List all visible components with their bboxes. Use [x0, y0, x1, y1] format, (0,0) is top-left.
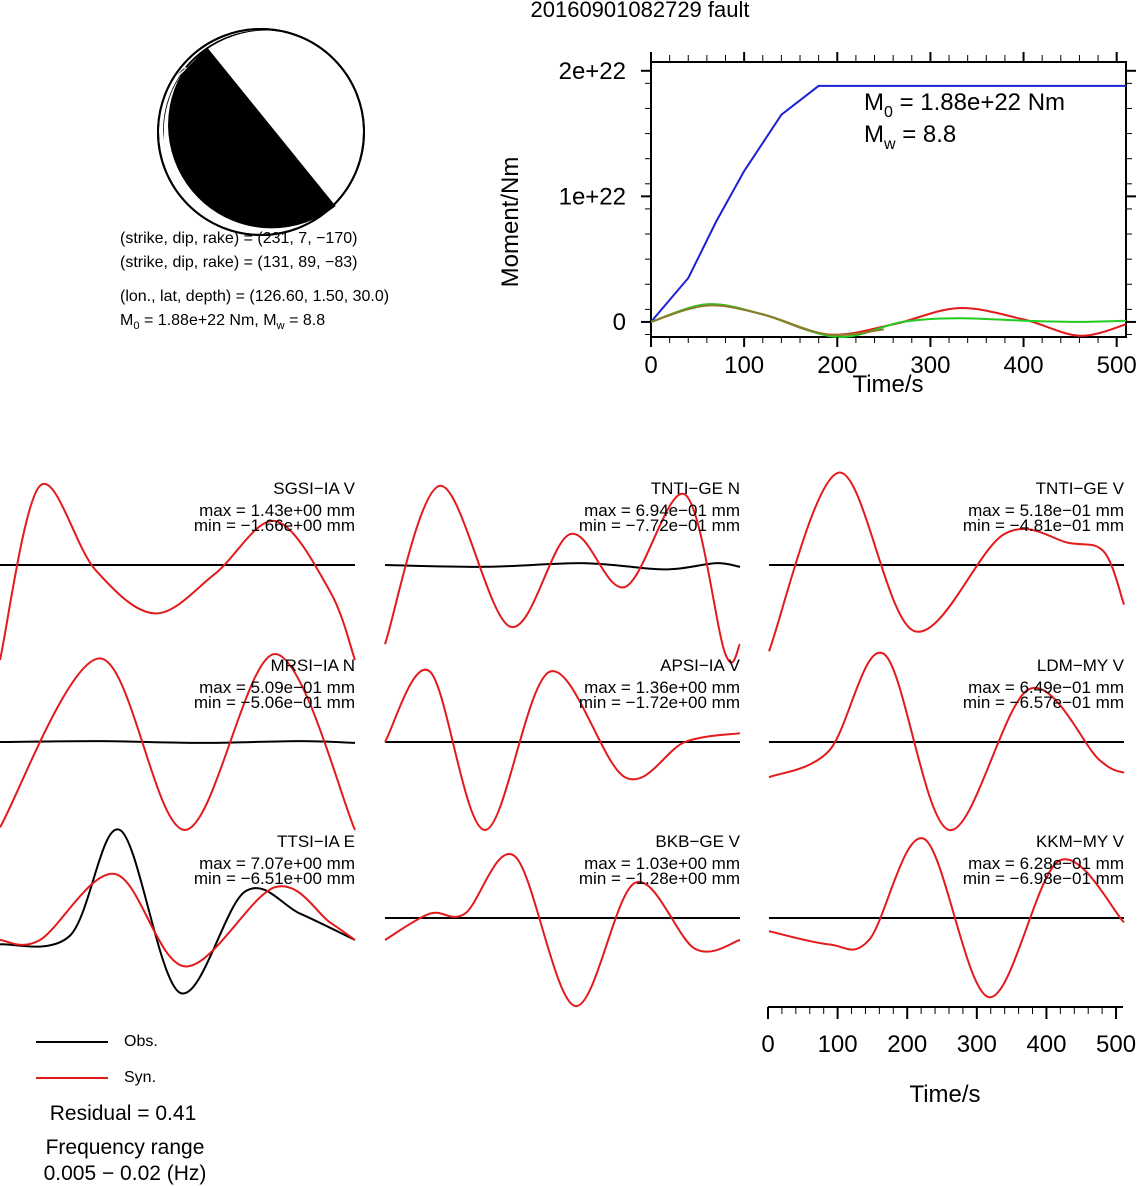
syn-trace	[768, 651, 1125, 832]
station-label: APSI−IA V	[660, 656, 741, 675]
min-label: min = −7.72e−01 mm	[579, 516, 740, 535]
station-label: TNTI−GE V	[1036, 479, 1125, 498]
moment-xlabel: Time/s	[852, 371, 923, 398]
station-label: LDM−MY V	[1037, 656, 1125, 675]
syn-trace	[384, 668, 741, 832]
waveform-xtick-label: 500	[1096, 1031, 1136, 1058]
syn-trace	[0, 872, 356, 968]
syn-trace	[0, 482, 356, 661]
station-label: TTSI−IA E	[277, 832, 355, 851]
moment-ylabel: Moment/Nm	[497, 157, 524, 288]
syn-trace	[384, 484, 741, 664]
station-label: TNTI−GE N	[651, 479, 740, 498]
frequency-label: Frequency range	[45, 1136, 205, 1159]
min-label: min = −5.06e−01 mm	[194, 693, 355, 712]
station-label: BKB−GE V	[655, 832, 740, 851]
legend	[36, 1041, 108, 1079]
syn-trace	[768, 837, 1125, 999]
mechanism-location: (lon., lat, depth) = (126.60, 1.50, 30.0…	[120, 288, 390, 305]
beachball-compression-lower	[168, 47, 336, 229]
waveform-time-axis: 0 100 200 300 400 500 Time/s	[761, 1006, 1136, 1108]
obs-trace	[0, 740, 356, 744]
moment-xtick-label: 200	[817, 352, 857, 379]
moment-series-0	[650, 84, 1126, 323]
waveform-xtick-label: 300	[957, 1031, 997, 1058]
min-label: min = −6.98e−01 mm	[963, 869, 1124, 888]
moment-chart: 0 100 200 300 400 500 0 1e+22 2e+22 Time/s Mome…	[497, 52, 1137, 398]
max-label: max = 1.43e+00 mm	[199, 501, 355, 520]
moment-series-3	[650, 304, 884, 337]
max-label: max = 1.36e+00 mm	[584, 678, 740, 697]
min-label: min = −1.28e+00 mm	[579, 869, 740, 888]
moment-ytick-label: 1e+22	[559, 183, 626, 210]
max-label: max = 6.49e−01 mm	[968, 678, 1124, 697]
page-title: 20160901082729 fault	[530, 0, 750, 22]
moment-xtick-label: 100	[724, 352, 764, 379]
moment-xtick-label: 0	[644, 352, 657, 379]
legend-syn-label: Syn.	[124, 1069, 157, 1086]
max-label: max = 6.94e−01 mm	[584, 501, 740, 520]
moment-ytick-label: 0	[613, 309, 626, 336]
waveform-xtick-label: 200	[887, 1031, 927, 1058]
residual: Residual = 0.41	[49, 1102, 197, 1125]
station-label: KKM−MY V	[1036, 832, 1125, 851]
syn-trace	[384, 853, 741, 1007]
moment-xtick-label: 300	[910, 352, 950, 379]
moment-ytick-label: 2e+22	[559, 58, 626, 85]
station-label: MRSI−IA N	[270, 656, 355, 675]
max-label: max = 5.09e−01 mm	[199, 678, 355, 697]
mechanism-plane1: (strike, dip, rake) = (231, 7, −170)	[120, 230, 358, 247]
min-label: min = −1.66e+00 mm	[194, 516, 355, 535]
max-label: max = 6.28e−01 mm	[968, 854, 1124, 873]
waveform-xtick-label: 100	[818, 1031, 858, 1058]
moment-mw-annotation: Mw = 8.8	[864, 121, 956, 153]
moment-xtick-label: 500	[1097, 352, 1137, 379]
syn-trace	[768, 471, 1125, 652]
legend-obs-label: Obs.	[124, 1033, 158, 1050]
moment-xtick-label: 400	[1004, 352, 1044, 379]
moment-series-2	[650, 303, 1127, 339]
syn-trace	[0, 652, 356, 832]
min-label: min = −1.72e+00 mm	[579, 693, 740, 712]
station-label: SGSI−IA V	[273, 479, 355, 498]
max-label: max = 7.07e+00 mm	[199, 854, 355, 873]
beachball	[157, 28, 365, 236]
obs-trace	[384, 562, 741, 571]
moment-plot-frame	[650, 61, 1127, 338]
waveform-xlabel: Time/s	[909, 1081, 980, 1108]
moment-series-1	[650, 303, 1127, 337]
mechanism-moment: M0 = 1.88e+22 Nm, Mw = 8.8	[120, 312, 326, 333]
max-label: max = 5.18e−01 mm	[968, 501, 1124, 520]
min-label: min = −6.57e−01 mm	[963, 693, 1124, 712]
waveform-xtick-label: 400	[1026, 1031, 1066, 1058]
obs-trace	[0, 828, 356, 995]
moment-m0-annotation: M0 = 1.88e+22 Nm	[864, 89, 1065, 121]
beachball-compression-rim	[177, 68, 186, 75]
min-label: min = −4.81e−01 mm	[963, 516, 1124, 535]
mechanism-plane2: (strike, dip, rake) = (131, 89, −83)	[120, 254, 358, 271]
waveform-xtick-label: 0	[761, 1031, 774, 1058]
min-label: min = −6.51e+00 mm	[194, 869, 355, 888]
frequency-range: 0.005 − 0.02 (Hz)	[43, 1162, 207, 1185]
max-label: max = 1.03e+00 mm	[584, 854, 740, 873]
